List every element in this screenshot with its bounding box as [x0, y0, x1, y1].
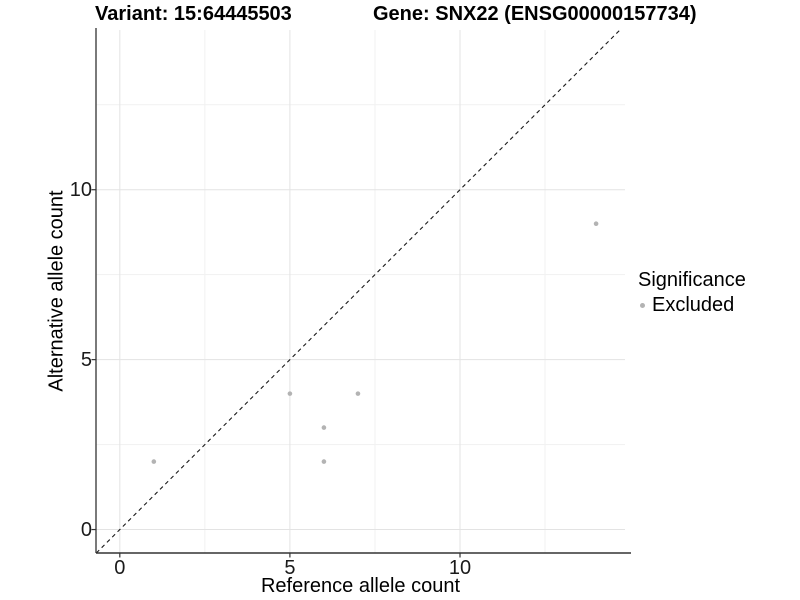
legend-item-excluded: Excluded — [640, 294, 746, 316]
excluded-point-icon — [640, 302, 645, 308]
x-axis-title: Reference allele count — [260, 575, 460, 597]
data-point — [287, 391, 293, 396]
x-tick-label: 0 — [114, 557, 126, 579]
variant-title: Variant: 15:64445503 — [95, 3, 292, 25]
data-point — [151, 459, 157, 464]
legend-title: Significance — [638, 269, 746, 291]
y-tick-label: 5 — [80, 348, 92, 371]
y-axis-title: Alternative allele count — [45, 190, 68, 392]
legend: Significance Excluded — [638, 269, 746, 316]
data-point — [321, 459, 327, 464]
y-tick-label: 0 — [80, 518, 92, 541]
identity-dashed-line — [95, 29, 621, 554]
data-point — [321, 425, 327, 430]
y-tick-label: 10 — [69, 178, 92, 201]
data-point — [355, 391, 361, 396]
x-tick-label: 5 — [284, 557, 296, 579]
x-tick-label: 10 — [448, 557, 472, 579]
legend-item-label: Excluded — [652, 294, 735, 316]
gene-title: Gene: SNX22 (ENSG00000157734) — [373, 3, 697, 25]
data-point — [593, 221, 599, 227]
